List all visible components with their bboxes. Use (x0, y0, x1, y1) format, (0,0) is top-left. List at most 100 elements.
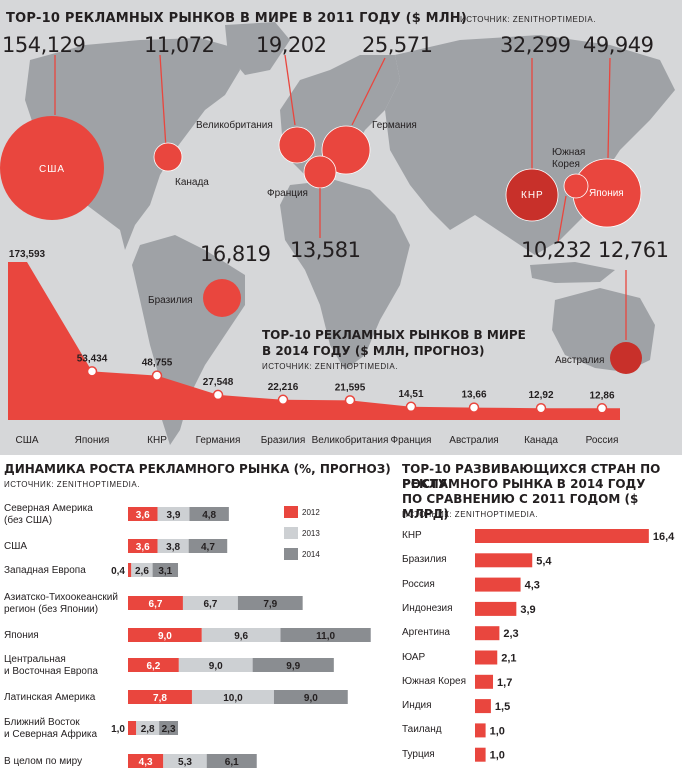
growth-label-латинская-америка: Латинская Америка (4, 692, 96, 703)
growth-bar-2014-4 (280, 628, 371, 642)
forecast-point-великобритания (344, 395, 356, 406)
dev-label-бразилия: Бразилия (402, 554, 447, 566)
value-china-2011: 32,299 (500, 33, 571, 57)
growth-value-2012-7: 1,0 (111, 724, 125, 735)
label-france: Франция (267, 188, 308, 199)
value-australia-2011: 12,761 (598, 238, 669, 262)
growth-bar-2014-8 (206, 754, 257, 768)
value-brazil-2011: 16,819 (200, 242, 271, 266)
value-uk-2011: 19,202 (256, 33, 327, 57)
growth-value-2014-8: 6,1 (225, 757, 239, 768)
growth-label-в-целом-по-миру: В целом по миру (4, 756, 83, 767)
growth-bar-2012-5 (128, 658, 179, 672)
label-brazil: Бразилия (148, 295, 193, 306)
dev-source: ИСТОЧНИК: ZENITHOPTIMEDIA. (402, 510, 538, 519)
growth-label-западная-европа: Западная Европа (4, 565, 86, 576)
growth-value-2014-3: 7,9 (263, 599, 277, 610)
growth-value-2012-3: 6,7 (149, 599, 163, 610)
forecast-value-великобритания: 21,595 (335, 382, 366, 393)
growth-value-2013-5: 9,0 (209, 661, 223, 672)
dev-label-кнр: КНР (402, 530, 422, 541)
bubble-uk (278, 126, 316, 164)
growth-label-ближний-восток: Ближний Восток и Северная Африка (4, 717, 98, 740)
forecast-value-австралия: 13,66 (461, 390, 486, 401)
value-france-2011: 13,581 (290, 238, 361, 262)
legend-swatch-2014 (284, 548, 298, 560)
forecast-value-бразилия: 22,216 (268, 382, 299, 393)
growth-bar-2014-5 (252, 658, 334, 672)
value-korea-2011: 10,232 (521, 238, 592, 262)
forecast-category-россия: Россия (586, 435, 619, 446)
label-germany: Германия (372, 120, 417, 131)
growth-label-северная-америка: Северная Америка (без США) (4, 503, 93, 526)
label-australia: Австралия (555, 355, 605, 366)
forecast-point-австралия (468, 402, 480, 413)
forecast-value-германия: 27,548 (203, 377, 234, 388)
world-map: 173,593 53,434 48,755 27,548 22,216 21,595 14,… (0, 22, 675, 446)
growth-bar-2013-0 (157, 507, 190, 521)
forecast-category-сша: США (15, 435, 38, 446)
forecast-point-япония (86, 366, 98, 377)
growth-value-2014-6: 9,0 (304, 693, 318, 704)
germany-leader (351, 57, 386, 126)
forecast-point-канада (535, 402, 547, 414)
growth-value-2014-7: 2,3 (162, 724, 176, 735)
growth-bar-2013-8 (163, 754, 207, 768)
forecast-value-labels: 173,593 53,434 48,755 27,548 22,216 21,595 14,… (9, 249, 615, 401)
indonesia-shape (530, 262, 615, 283)
dev-label-турция: Турция (402, 748, 435, 760)
dev-title-line1: ТОР-10 РАЗВИВАЮЩИХСЯ СТРАН ПО РОСТУ (402, 462, 661, 491)
growth-value-2012-0: 3,6 (136, 510, 150, 521)
growth-bars: 3,6 3,9 4,8 3,6 3,8 4,7 0,4 2,6 3,1 6,7 6,7 7,9 9,0 9… (111, 507, 371, 768)
japan-leader (607, 57, 611, 159)
forecast-point-бразилия (277, 394, 289, 406)
legend-swatch-2013 (284, 527, 298, 539)
growth-bar-2014-7 (159, 721, 179, 735)
growth-source: ИСТОЧНИК: ZENITHOPTIMEDIA. (4, 480, 140, 489)
legend-label-2013: 2013 (302, 529, 320, 538)
forecast-category-канада: Канада (524, 435, 558, 446)
forecast-category-германия: Германия (196, 435, 241, 446)
dev-label-индия: Индия (402, 700, 432, 712)
forecast-title-line2: В 2014 ГОДУ ($ МЛН, ПРОГНОЗ) (262, 344, 485, 358)
legend-label-2014: 2014 (302, 550, 320, 559)
growth-value-2014-0: 4,8 (202, 510, 216, 521)
bubble-brazil (203, 279, 241, 317)
map-title: ТОР-10 РЕКЛАМНЫХ РЫНКОВ В МИРЕ В 2011 ГО… (6, 11, 468, 26)
growth-label-азиатско-тихоокеанский: Азиатско-Тихоокеанский регион (без Японии… (4, 592, 118, 615)
label-canada: Канада (175, 177, 209, 188)
growth-bar-2013-4 (201, 628, 281, 642)
growth-bar-2014-1 (188, 539, 228, 553)
growth-value-2013-1: 3,8 (166, 542, 180, 553)
dev-label-южная-корея: Южная Корея (402, 675, 466, 687)
growth-title: ДИНАМИКА РОСТА РЕКЛАМНОГО РЫНКА (%, ПРОГ… (4, 462, 391, 476)
forecast-category-австралия: Австралия (449, 435, 498, 446)
dev-label-индонезия: Индонезия (402, 602, 453, 614)
bubble-australia (610, 342, 642, 374)
growth-bar-2012-2 (128, 563, 132, 577)
dev-label-аргентина: Аргентина (402, 627, 450, 639)
forecast-value-россия: 12,86 (589, 390, 614, 401)
growth-bar-2012-8 (128, 754, 164, 768)
growth-bar-2012-1 (128, 539, 158, 553)
forecast-category-кнр: КНР (147, 435, 167, 446)
asia-shape (385, 35, 675, 255)
dev-label-россия: Россия (402, 578, 435, 590)
forecast-source: ИСТОЧНИК: ZENITHOPTIMEDIA. (262, 362, 398, 371)
growth-bar-2014-2 (152, 563, 179, 577)
growth-bar-2013-2 (131, 563, 153, 577)
growth-bar-2014-0 (189, 507, 229, 521)
bubble-label-china: КНР (521, 190, 544, 201)
uk-leader (284, 54, 296, 126)
forecast-value-кнр: 48,755 (142, 358, 173, 369)
growth-value-2012-4: 9,0 (158, 631, 172, 642)
growth-value-2013-4: 9,6 (234, 631, 248, 642)
forecast-category-великобритания: Великобритания (312, 434, 389, 446)
africa-shape (280, 180, 410, 370)
growth-value-2013-3: 6,7 (203, 599, 217, 610)
growth-value-2012-2: 0,4 (111, 566, 125, 577)
label-korea-line1: Южная (552, 147, 586, 158)
growth-bar-2013-3 (182, 596, 238, 610)
growth-value-2014-5: 9,9 (286, 661, 300, 672)
